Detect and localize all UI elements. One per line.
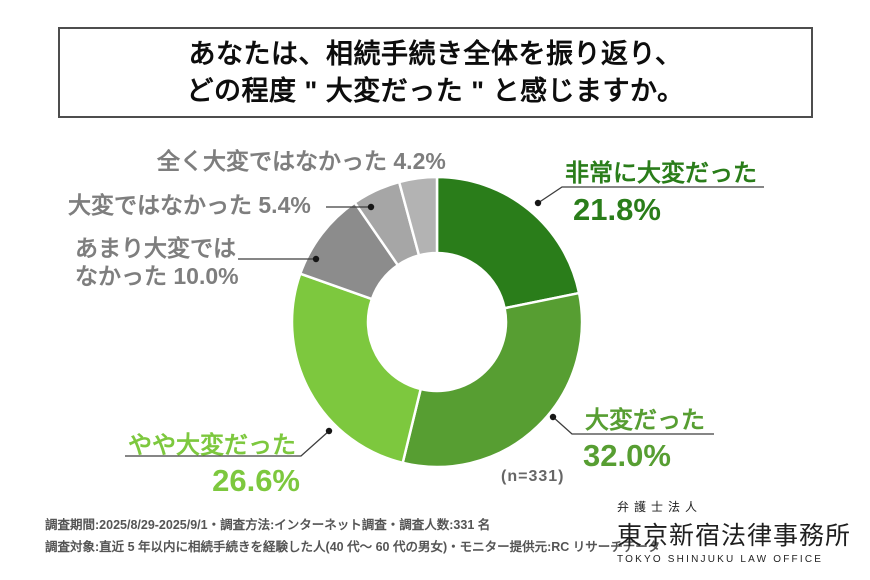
survey-details-line1: 調査期間:2025/8/29-2025/9/1・調査方法:インターネット調査・調… — [45, 518, 491, 532]
leader-line-very — [537, 186, 764, 204]
survey-details-line2: 調査対象:直近 5 年以内に相続手続きを経験した人(40 代〜 60 代の男女)… — [45, 540, 661, 554]
logo-office-name: 東京新宿法律事務所 — [617, 522, 852, 550]
logo-org-type: 弁護士法人 — [617, 500, 703, 514]
leader-dot-yaya — [325, 427, 333, 435]
law-office-logo: 弁護士法人 東京新宿法律事務所 TOKYO SHINJUKU LAW OFFIC… — [617, 498, 857, 565]
question-title-line1: あなたは、相続手続き全体を振り返り、 — [188, 38, 683, 69]
callout-very-label: 非常に大変だった — [565, 160, 757, 187]
callout-amari-line2: なかった 10.0% — [75, 263, 239, 289]
callout-yaya-pct: 26.6% — [212, 463, 300, 498]
donut-segment-6 — [397, 175, 439, 257]
leader-line-taihen — [552, 416, 714, 435]
leader-dot-taihen — [549, 413, 557, 421]
leader-dot-very — [534, 199, 542, 207]
callout-very-pct: 21.8% — [573, 192, 661, 227]
callout-taihen-label: 大変だった — [585, 407, 705, 434]
callout-amari-line1: あまり大変では — [75, 235, 236, 261]
donut-segment-1 — [435, 175, 581, 310]
donut-segment-2 — [401, 291, 584, 469]
question-title-box: あなたは、相続手続き全体を振り返り、 どの程度 " 大変だった " と感じますか… — [58, 27, 813, 118]
logo-office-name-en: TOKYO SHINJUKU LAW OFFICE — [617, 554, 824, 565]
leader-line-yaya — [125, 430, 330, 457]
leader-dot-not — [367, 203, 375, 211]
survey-details: 調査期間:2025/8/29-2025/9/1・調査方法:インターネット調査・調… — [45, 514, 660, 558]
callout-excl-label: 全く大変ではなかった 4.2% — [157, 148, 446, 174]
sample-size-note: (n=331) — [501, 468, 565, 485]
question-title-line2: どの程度 " 大変だった " と感じますか。 — [186, 75, 685, 106]
callout-not-label: 大変ではなかった 5.4% — [68, 192, 311, 218]
donut-segment-3 — [290, 272, 422, 465]
leader-dot-amari — [312, 255, 320, 263]
callout-taihen-pct: 32.0% — [583, 438, 671, 473]
leader-lines — [125, 186, 764, 457]
donut-chart — [290, 175, 584, 469]
callout-yaya-label: やや大変だった — [128, 432, 296, 459]
leader-dots — [312, 199, 557, 435]
